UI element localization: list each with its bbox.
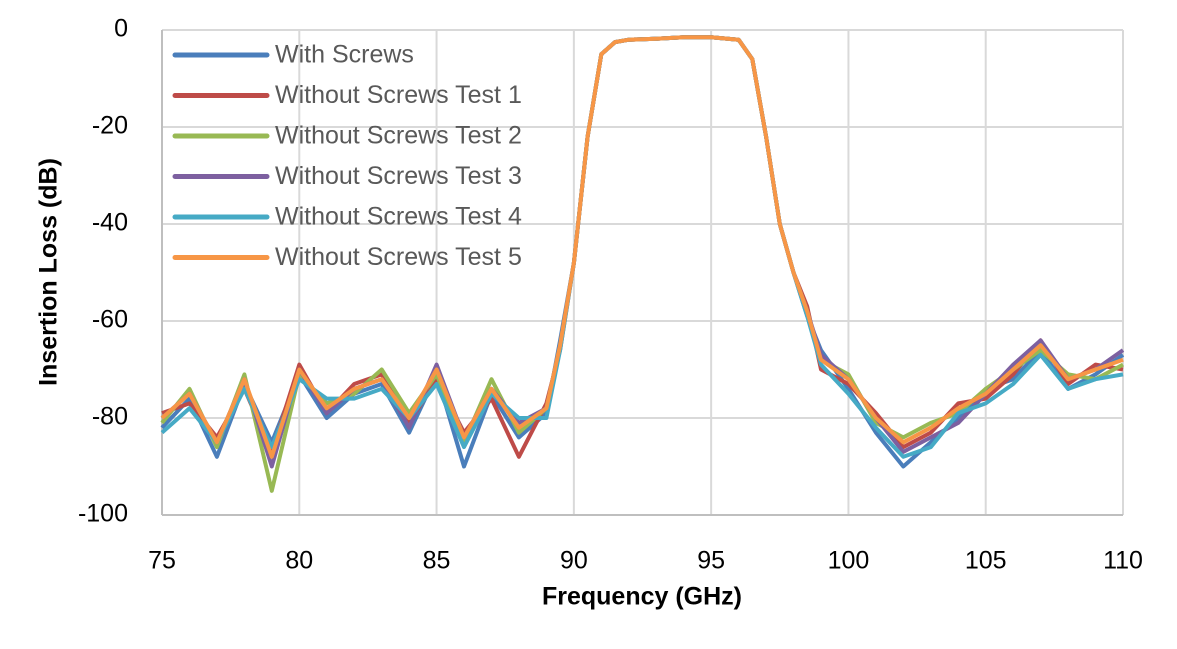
y-tick-label: -60 bbox=[92, 306, 128, 334]
x-tick-label: 95 bbox=[697, 547, 725, 575]
x-tick-label: 75 bbox=[148, 547, 176, 575]
x-tick-label: 80 bbox=[285, 547, 313, 575]
legend-label: With Screws bbox=[275, 41, 414, 69]
legend-label: Without Screws Test 3 bbox=[275, 162, 522, 190]
series-line bbox=[160, 35, 1124, 459]
x-tick-label: 90 bbox=[560, 547, 588, 575]
y-tick-label: -100 bbox=[78, 500, 128, 528]
y-tick-label: -40 bbox=[92, 209, 128, 237]
legend-label: Without Screws Test 2 bbox=[275, 122, 522, 150]
legend-label: Without Screws Test 5 bbox=[275, 243, 522, 271]
legend-label: Without Screws Test 1 bbox=[275, 81, 522, 109]
y-tick-label: 0 bbox=[114, 15, 128, 43]
x-tick-label: 85 bbox=[423, 547, 451, 575]
legend-label: Without Screws Test 4 bbox=[275, 203, 522, 231]
x-tick-label: 110 bbox=[1103, 547, 1143, 575]
x-tick-label: 105 bbox=[965, 547, 1007, 575]
y-tick-label: -80 bbox=[92, 403, 128, 431]
x-tick-label: 100 bbox=[828, 547, 870, 575]
y-tick-label: -20 bbox=[92, 112, 128, 140]
y-axis-title: Insertion Loss (dB) bbox=[35, 158, 63, 386]
x-axis-title: Frequency (GHz) bbox=[542, 583, 742, 611]
